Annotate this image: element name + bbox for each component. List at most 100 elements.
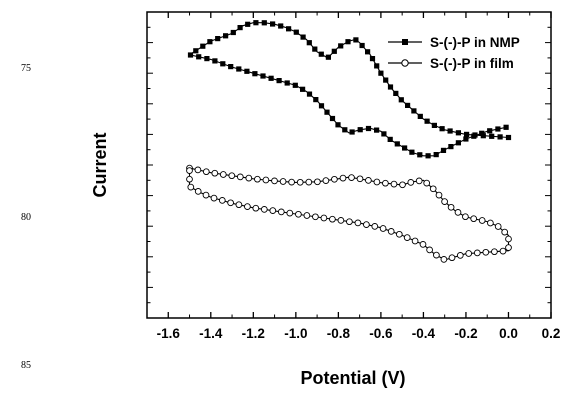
data-point-square [278, 23, 284, 29]
data-point-circle [407, 179, 415, 186]
data-point-circle [346, 218, 353, 226]
data-point-square [338, 43, 344, 49]
data-point-square [463, 136, 469, 142]
data-point-square [306, 40, 312, 46]
data-point-circle [252, 204, 260, 212]
data-point-circle [244, 203, 251, 210]
data-point-circle [403, 234, 411, 241]
data-point-circle [465, 250, 473, 257]
data-point-square [464, 131, 470, 137]
data-point-square [253, 20, 259, 26]
data-point-circle [441, 198, 448, 205]
data-point-circle [254, 175, 261, 183]
data-point-circle [470, 215, 478, 223]
data-point-circle [296, 178, 304, 186]
data-point-square [228, 64, 234, 70]
data-point-square [393, 90, 399, 96]
data-point-circle [390, 180, 398, 188]
data-point-square [306, 91, 313, 97]
data-point-circle [387, 228, 395, 235]
data-point-square [353, 37, 359, 43]
data-point-circle [433, 251, 440, 259]
data-point-square [193, 48, 199, 54]
data-point-square [312, 46, 318, 52]
data-point-square [479, 130, 485, 136]
data-point-square [342, 127, 348, 133]
legend-circle-marker [401, 59, 409, 67]
data-point-circle [219, 171, 227, 178]
data-point-square [261, 20, 267, 26]
data-point-square [260, 73, 266, 79]
data-point-circle [202, 168, 210, 176]
data-point-square [455, 130, 461, 136]
data-point-circle [399, 181, 406, 189]
x-tick-label: 0.0 [499, 326, 518, 341]
data-point-square [335, 122, 341, 128]
data-point-circle [262, 176, 270, 184]
data-point-square [425, 153, 431, 159]
data-point-square [431, 122, 437, 128]
data-point-square [439, 126, 445, 132]
line-number: 85 [21, 360, 31, 371]
data-point-square [215, 36, 221, 42]
data-point-square [398, 97, 404, 103]
data-point-circle [314, 178, 321, 186]
data-point-square [284, 80, 290, 86]
data-point-square [374, 127, 380, 133]
data-point-circle [440, 256, 448, 263]
data-point-circle [482, 248, 490, 256]
data-point-square [447, 128, 453, 134]
data-point-circle [322, 177, 330, 184]
line-numbers: 75 80 85 [21, 63, 31, 371]
data-point-circle [363, 221, 370, 228]
series-nmp [187, 20, 512, 159]
data-point-circle [331, 175, 338, 183]
data-point-circle [245, 174, 253, 182]
data-point-square [331, 48, 337, 54]
data-point-circle [279, 178, 287, 185]
data-point-square [365, 49, 371, 55]
data-point-square [495, 126, 501, 132]
data-point-circle [211, 169, 219, 177]
data-point-square [318, 51, 324, 57]
data-point-square [200, 43, 206, 49]
data-point-circle [348, 174, 355, 181]
data-point-square [230, 29, 236, 36]
data-point-circle [494, 223, 502, 230]
legend: S-(-)-P in NMP S-(-)-P in film [388, 35, 520, 71]
data-point-circle [277, 208, 285, 216]
data-point-square [381, 131, 387, 137]
x-tick-label: -0.2 [454, 326, 477, 341]
data-point-square [329, 115, 336, 122]
data-point-square [448, 144, 454, 150]
data-point-square [387, 84, 394, 90]
data-point-circle [286, 209, 294, 217]
data-point-square [300, 86, 306, 92]
data-point-circle [356, 175, 364, 183]
data-point-square [487, 128, 493, 134]
data-point-circle [448, 254, 456, 262]
data-point-circle [271, 177, 278, 185]
data-point-circle [236, 173, 244, 181]
data-point-circle [295, 210, 302, 218]
data-point-circle [210, 194, 218, 202]
data-point-square [237, 25, 243, 31]
data-point-circle [505, 244, 512, 251]
data-point-circle [415, 177, 423, 185]
x-tick-label: -1.0 [284, 326, 307, 341]
data-point-circle [499, 247, 507, 255]
data-point-square [318, 103, 325, 109]
x-tick-label: -0.4 [412, 326, 436, 341]
data-point-square [411, 108, 417, 114]
data-point-circle [456, 252, 464, 259]
data-point-square [402, 145, 408, 151]
data-point-square [292, 82, 298, 88]
data-point-circle [429, 185, 437, 193]
data-point-circle [505, 235, 512, 243]
x-tick-label: 0.2 [542, 326, 561, 341]
x-tick-label: -0.6 [369, 326, 393, 341]
data-point-circle [462, 213, 469, 221]
data-point-square [286, 26, 292, 32]
data-point-square [433, 152, 439, 158]
